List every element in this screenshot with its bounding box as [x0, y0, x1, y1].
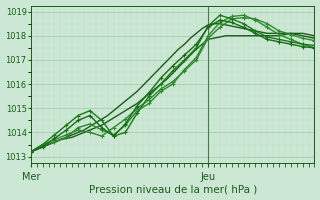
X-axis label: Pression niveau de la mer( hPa ): Pression niveau de la mer( hPa ) — [89, 184, 257, 194]
